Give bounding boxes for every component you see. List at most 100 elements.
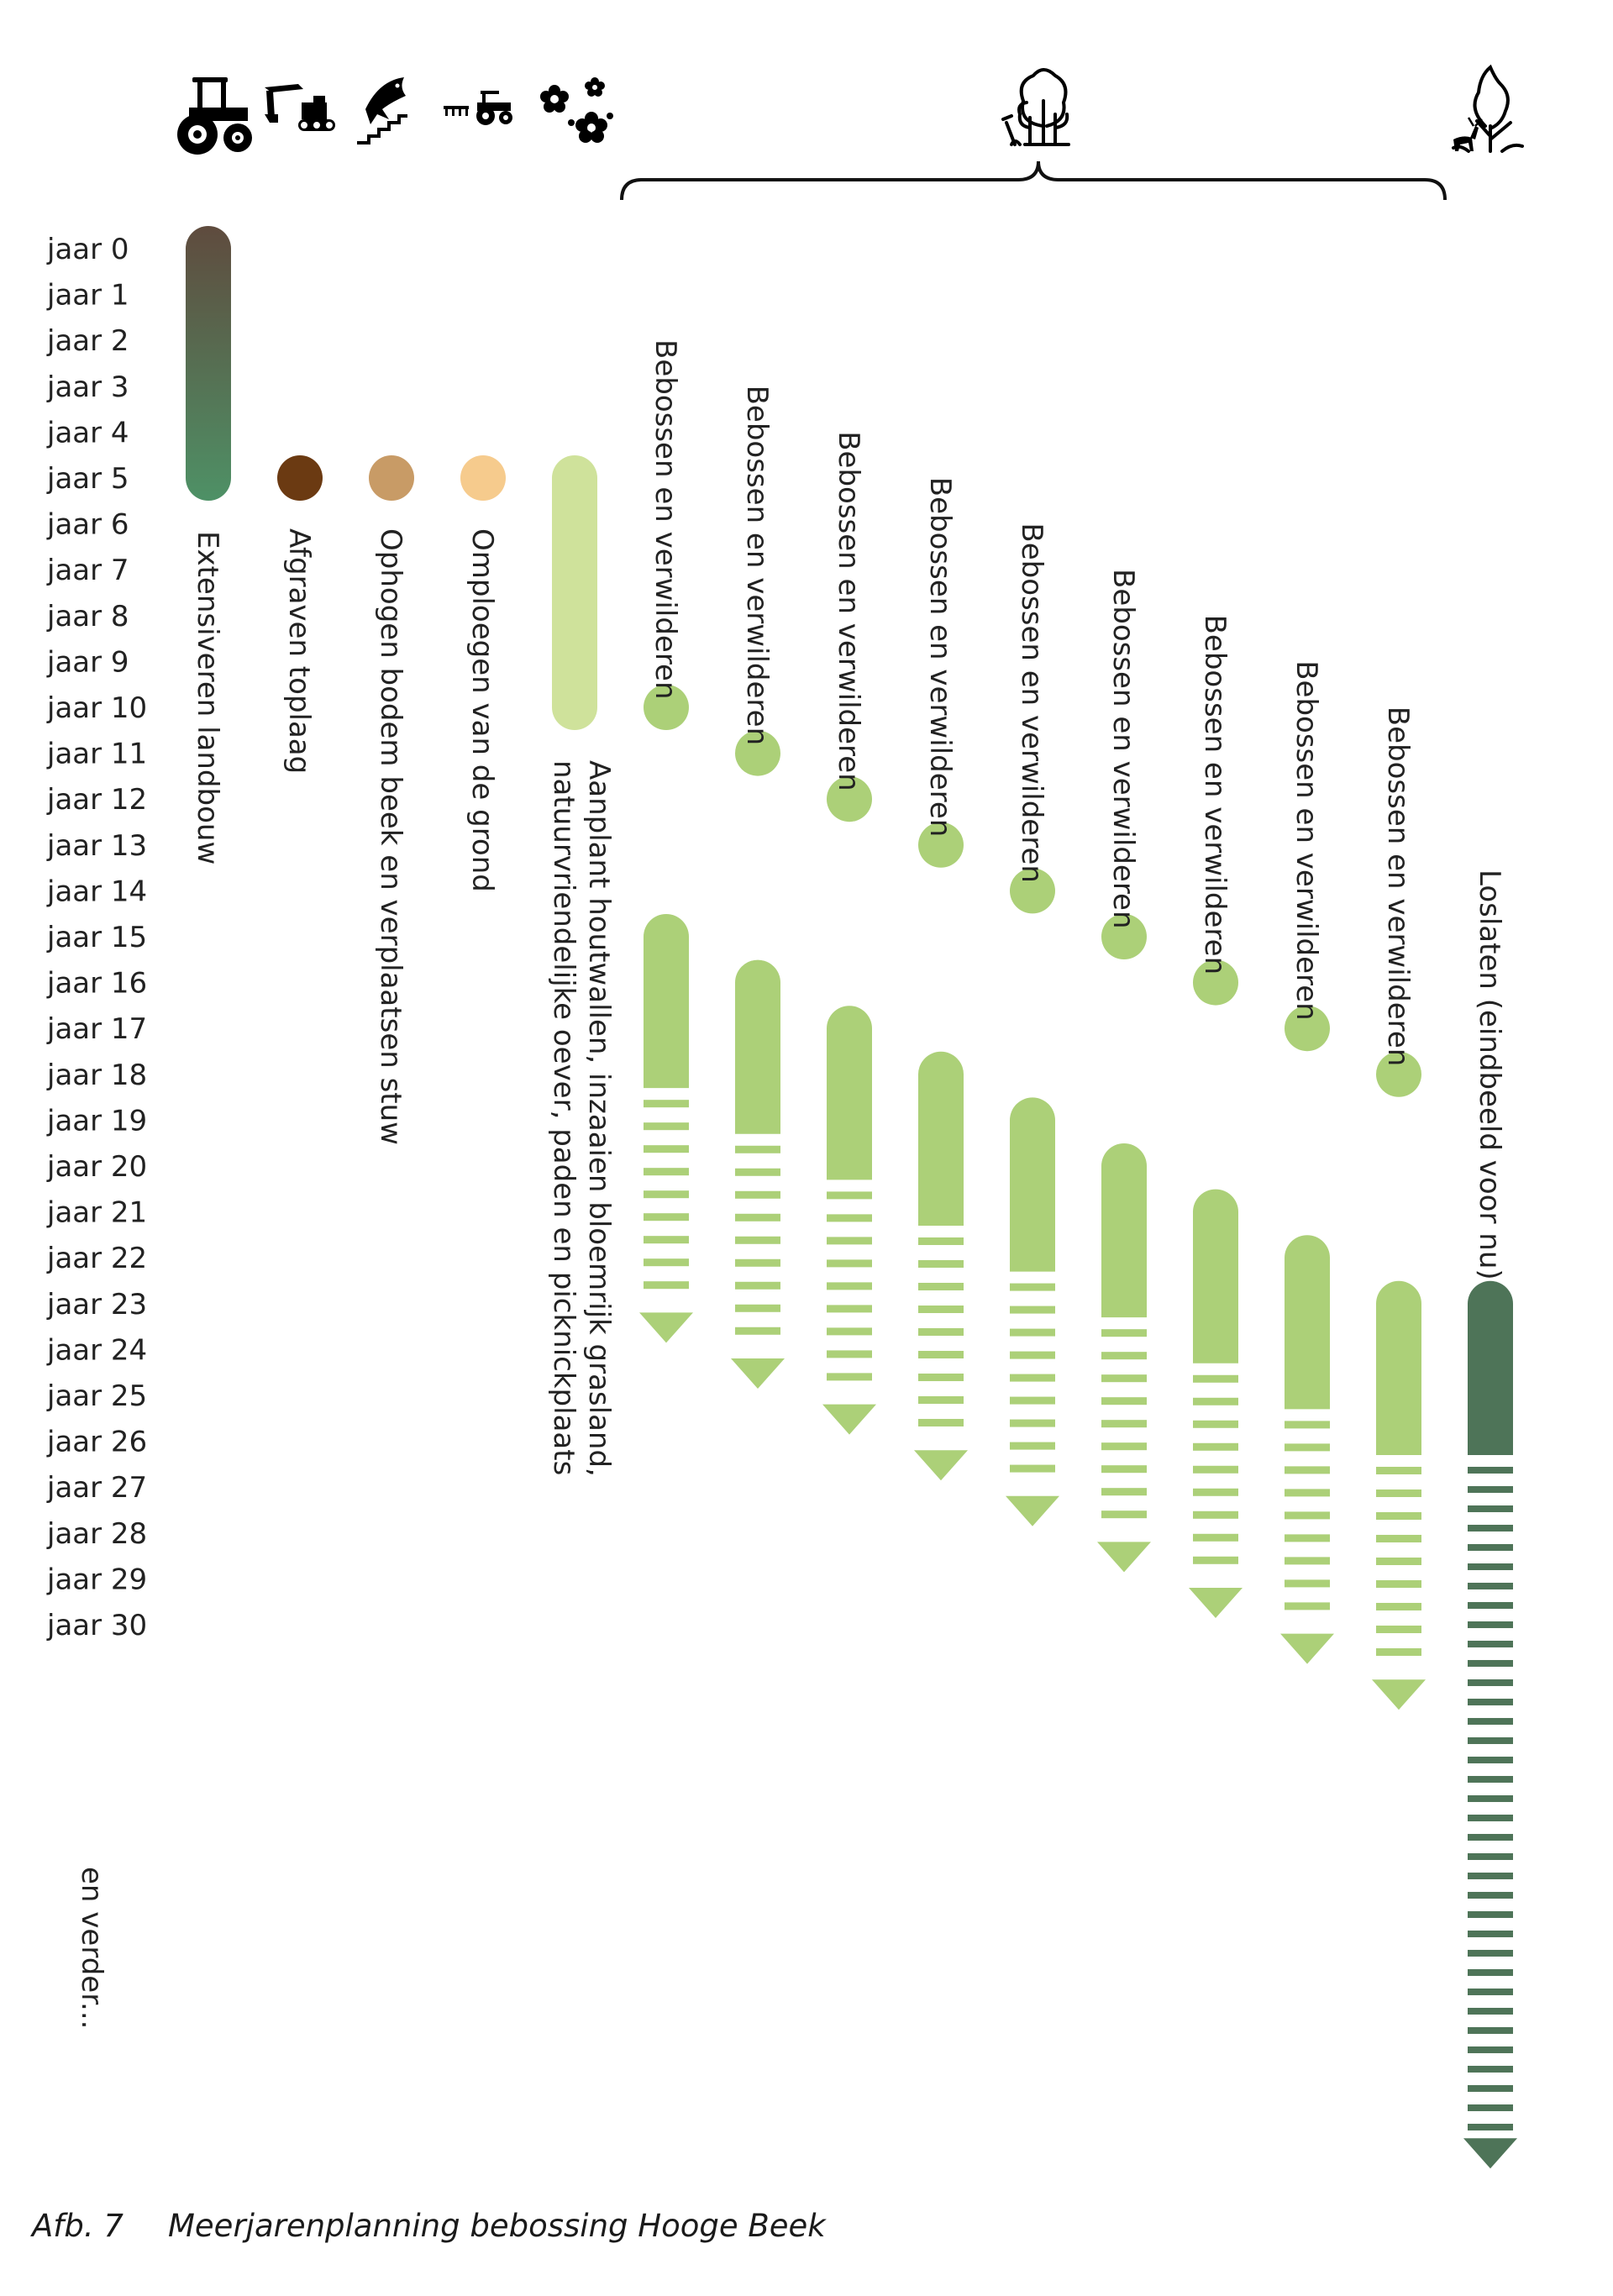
phase-aanplant: Aanplant houtwallen, inzaaien bloemrijk … — [547, 455, 616, 1477]
stripe — [918, 1237, 964, 1245]
planting-dot — [1376, 1051, 1421, 1097]
phase-label-extensiveren: Extensiveren landbouw — [191, 531, 224, 864]
stripe — [827, 1282, 872, 1290]
year-label: jaar 24 — [46, 1333, 147, 1367]
stripe — [735, 1304, 780, 1312]
solid-bar — [644, 914, 689, 1089]
stripe — [918, 1327, 964, 1336]
stripe — [1468, 1794, 1513, 1802]
stripe — [1468, 1717, 1513, 1725]
stripe — [735, 1145, 780, 1153]
excavator-icon — [265, 84, 335, 131]
phase-label-aanplant-line2: natuurvriendelijke oever, paden en pickn… — [547, 760, 581, 1475]
planting-dot — [1101, 914, 1147, 959]
stripe — [1468, 2046, 1513, 2053]
stripe — [644, 1236, 689, 1244]
year-label: jaar 0 — [46, 233, 129, 266]
stripe — [1468, 1466, 1513, 1474]
reforest-label: Bebossen en verwilderen — [1198, 615, 1232, 975]
stripe — [1193, 1511, 1238, 1519]
stripe — [827, 1237, 872, 1245]
reforest-label: Bebossen en verwilderen — [1381, 707, 1415, 1067]
stripe — [918, 1350, 964, 1358]
trees-planting-icon — [1001, 68, 1070, 146]
stripe — [1101, 1442, 1147, 1451]
stripe — [644, 1281, 689, 1290]
arrow-head — [1280, 1633, 1334, 1664]
stripe — [1468, 2084, 1513, 2092]
stripe — [1101, 1465, 1147, 1474]
reforest-label: Bebossen en verwilderen — [649, 339, 682, 700]
year-label: jaar 11 — [46, 738, 147, 771]
stripe — [1285, 1534, 1330, 1542]
solid-bar — [918, 1051, 964, 1226]
stripe — [827, 1259, 872, 1268]
stripe — [1101, 1511, 1147, 1519]
year-label: jaar 9 — [46, 645, 129, 679]
reforest-column: Bebossen en verwilderen — [1097, 569, 1151, 1573]
phase-bar-aanplant — [552, 455, 597, 730]
phase-afgraven: Afgraven toplaag — [277, 455, 323, 774]
arrow-head — [1097, 1542, 1151, 1573]
solid-bar — [827, 1006, 872, 1180]
stripe — [918, 1305, 964, 1313]
phase-label-aanplant-line1: Aanplant houtwallen, inzaaien bloemrijk … — [582, 760, 616, 1477]
stripe — [1376, 1557, 1421, 1565]
stripe — [1468, 1852, 1513, 1860]
stripe — [1468, 1582, 1513, 1589]
year-label: jaar 6 — [46, 508, 129, 542]
year-label: jaar 18 — [46, 1059, 147, 1092]
year-label: jaar 22 — [46, 1242, 147, 1275]
stripe — [1010, 1351, 1055, 1359]
stripe — [1101, 1329, 1147, 1337]
stripe — [1193, 1465, 1238, 1474]
wild-forest-deer-icon — [1452, 64, 1524, 153]
stripe — [735, 1281, 780, 1290]
phase-dot-afgraven — [277, 455, 323, 501]
stripe — [1468, 1736, 1513, 1744]
stripe — [1010, 1306, 1055, 1314]
stripe — [1468, 2123, 1513, 2130]
arrow-head — [1189, 1588, 1243, 1618]
caption-number: Afb. 7 — [32, 2208, 123, 2244]
stripe — [735, 1327, 780, 1335]
planting-dot — [1193, 959, 1238, 1006]
stripe — [1468, 1930, 1513, 1937]
stripe — [1285, 1489, 1330, 1497]
flowers-icon — [540, 77, 613, 143]
stripe — [1285, 1466, 1330, 1474]
stripe — [1468, 1988, 1513, 1995]
release-column: Loslaten (eindbeeld voor nu) — [1463, 870, 1517, 2169]
year-label: jaar 12 — [46, 783, 147, 817]
stripe — [735, 1258, 780, 1267]
reforest-column: Bebossen en verwilderen — [639, 339, 693, 1343]
reforest-column: Bebossen en verwilderen — [731, 386, 785, 1389]
solid-bar — [735, 959, 780, 1134]
stripe — [1468, 1543, 1513, 1551]
reforest-column: Bebossen en verwilderen — [1372, 707, 1426, 1710]
stripe — [1468, 1949, 1513, 1957]
stripe — [827, 1373, 872, 1381]
year-label: jaar 30 — [46, 1609, 147, 1642]
stripe — [1468, 2026, 1513, 2034]
planting-dot — [644, 685, 689, 730]
year-label: jaar 19 — [46, 1104, 147, 1137]
reforest-label: Bebossen en verwilderen — [740, 386, 774, 746]
year-label: jaar 17 — [46, 1012, 147, 1046]
stripe — [1010, 1396, 1055, 1405]
stripe — [1193, 1533, 1238, 1542]
stripe — [1468, 1485, 1513, 1493]
year-label: jaar 7 — [46, 554, 129, 587]
stripe — [1468, 1872, 1513, 1879]
stripe — [1468, 1621, 1513, 1628]
stripe — [827, 1350, 872, 1358]
fish-stairs-icon — [357, 77, 407, 144]
stripe — [918, 1373, 964, 1381]
stripe — [1468, 1814, 1513, 1821]
stripe — [827, 1191, 872, 1200]
stripe — [1468, 1601, 1513, 1609]
reforest-column: Bebossen en verwilderen — [1189, 615, 1243, 1618]
stripe — [1468, 1659, 1513, 1667]
stripe — [644, 1122, 689, 1131]
